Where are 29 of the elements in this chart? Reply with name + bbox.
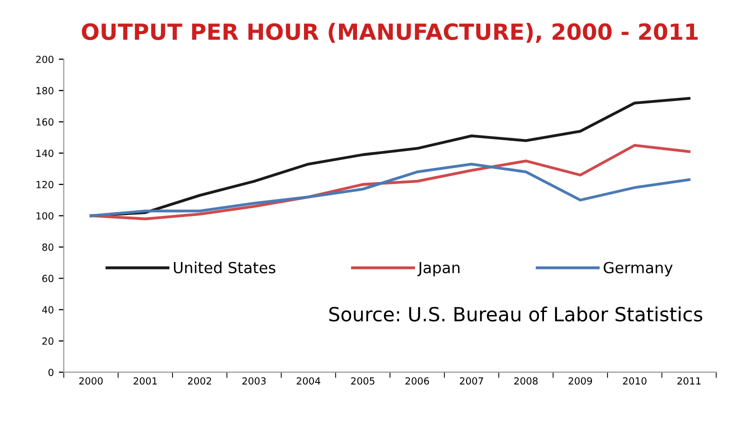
- y-tick-label: 200: [36, 56, 54, 64]
- x-tick-label: 2007: [460, 377, 484, 385]
- y-tick-label: 60: [42, 274, 54, 282]
- x-tick-label: 2008: [514, 377, 538, 385]
- y-tick-label: 160: [36, 118, 54, 126]
- x-tick-label: 2011: [677, 377, 701, 385]
- x-tick-label: 2009: [568, 377, 592, 385]
- annotation: Source: U.S. Bureau of Labor Statistics: [329, 306, 702, 322]
- y-tick-label: 80: [42, 244, 54, 251]
- legend-label: Germany: [604, 262, 673, 276]
- x-tick-label: 2000: [79, 377, 103, 385]
- y-tick-label: 180: [36, 87, 54, 94]
- y-tick-label: 120: [36, 180, 54, 188]
- y-tick-label: 100: [36, 212, 54, 220]
- x-tick-label: 2002: [188, 377, 212, 385]
- legend-label: United States: [174, 262, 276, 274]
- y-tick-label: 20: [42, 337, 54, 345]
- y-tick-label: 40: [42, 306, 54, 314]
- x-tick-label: 2004: [296, 377, 320, 385]
- line-series: [90, 162, 690, 218]
- x-tick-label: 2001: [134, 377, 157, 385]
- y-tick-label: 0: [48, 368, 54, 376]
- y-tick-label: 140: [36, 150, 54, 157]
- legend-label: Japan: [417, 262, 460, 276]
- x-tick-label: 2010: [623, 377, 646, 385]
- chart-title: OUTPUT PER HOUR (MANUFACTURE), 2000 - 2011: [82, 22, 698, 43]
- x-tick-label: 2006: [406, 377, 429, 385]
- x-tick-label: 2003: [242, 377, 266, 385]
- x-tick-label: 2005: [351, 377, 374, 385]
